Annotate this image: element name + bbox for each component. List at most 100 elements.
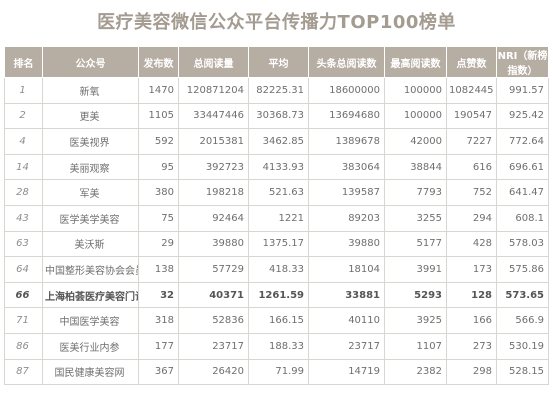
- table-header-row: 排名 公众号 发布数 总阅读量 平均 头条总阅读数 最高阅读数 点赞数 NRI（…: [4, 46, 549, 78]
- cell-rank: 14: [4, 153, 43, 181]
- cell-headline-reads: 139587: [308, 179, 385, 206]
- cell-posts: 592: [138, 128, 179, 155]
- cell-nri: 573.65: [496, 281, 549, 309]
- cell-headline-reads: 33881: [308, 281, 385, 309]
- table-row: 14 美丽观察 95 392723 4133.93 383064 38844 616 696.6…: [4, 153, 549, 181]
- cell-rank: 66: [4, 281, 43, 309]
- cell-average-reads: 3462.85: [248, 128, 309, 155]
- cell-account-name: 中国医学美容: [42, 307, 139, 334]
- cell-max-reads: 100000: [384, 77, 447, 104]
- column-header-rank: 排名: [4, 46, 43, 78]
- cell-posts: 177: [138, 332, 179, 360]
- cell-nri: 528.15: [496, 358, 549, 386]
- cell-rank: 87: [4, 358, 43, 386]
- cell-nri: 696.61: [496, 153, 549, 181]
- cell-posts: 95: [138, 153, 179, 181]
- table-row: 4 医美视界 592 2015381 3462.85 1389678 42000 7227 77…: [4, 128, 549, 155]
- cell-likes: 294: [446, 204, 497, 232]
- cell-account-name: 医美视界: [42, 128, 139, 155]
- cell-max-reads: 3991: [384, 256, 447, 283]
- cell-likes: 128: [446, 281, 497, 309]
- cell-account-name: 美丽观察: [42, 153, 139, 181]
- cell-posts: 367: [138, 358, 179, 386]
- cell-total-reads: 39880: [178, 230, 249, 258]
- cell-rank: 64: [4, 256, 43, 283]
- column-header-nri: NRI（新榜指数）: [496, 46, 549, 78]
- cell-posts: 29: [138, 230, 179, 258]
- cell-total-reads: 2015381: [178, 128, 249, 155]
- cell-average-reads: 4133.93: [248, 153, 309, 181]
- cell-likes: 428: [446, 230, 497, 258]
- table-row: 28 军美 380 198218 521.63 139587 7793 752 641.47: [4, 179, 549, 206]
- cell-max-reads: 1107: [384, 332, 447, 360]
- cell-rank: 43: [4, 204, 43, 232]
- table-row: 63 美沃斯 29 39880 1375.17 39880 5177 428 578.03: [4, 230, 549, 258]
- cell-headline-reads: 14719: [308, 358, 385, 386]
- cell-headline-reads: 383064: [308, 153, 385, 181]
- cell-total-reads: 92464: [178, 204, 249, 232]
- column-header-posts: 发布数: [138, 46, 179, 78]
- cell-headline-reads: 23717: [308, 332, 385, 360]
- cell-total-reads: 392723: [178, 153, 249, 181]
- cell-nri: 578.03: [496, 230, 549, 258]
- cell-max-reads: 5293: [384, 281, 447, 309]
- table-row: 2 更美 1105 33447446 30368.73 13694680 100000 190…: [4, 102, 549, 130]
- cell-average-reads: 30368.73: [248, 102, 309, 130]
- cell-account-name: 新氧: [42, 77, 139, 104]
- cell-likes: 616: [446, 153, 497, 181]
- cell-likes: 298: [446, 358, 497, 386]
- cell-rank: 1: [4, 77, 43, 104]
- cell-likes: 1082445: [446, 77, 497, 104]
- column-header-account: 公众号: [42, 46, 139, 78]
- cell-total-reads: 198218: [178, 179, 249, 206]
- cell-max-reads: 2382: [384, 358, 447, 386]
- cell-average-reads: 1375.17: [248, 230, 309, 258]
- cell-rank: 4: [4, 128, 43, 155]
- table-row: 64中国整形美容协会会员部13857729418.331810439911735…: [4, 256, 549, 283]
- cell-total-reads: 26420: [178, 358, 249, 386]
- cell-posts: 318: [138, 307, 179, 334]
- cell-total-reads: 40371: [178, 281, 249, 309]
- cell-likes: 752: [446, 179, 497, 206]
- table-row: 87 国民健康美容网 367 26420 71.99 14719 2382 298 528.15: [4, 358, 549, 386]
- table-row: 66上海柏荟医疗美容门诊部32403711261.593388152931285…: [4, 281, 549, 309]
- cell-nri: 608.1: [496, 204, 549, 232]
- cell-posts: 75: [138, 204, 179, 232]
- cell-total-reads: 120871204: [178, 77, 249, 104]
- cell-posts: 32: [138, 281, 179, 309]
- column-header-total-reads: 总阅读量: [178, 46, 249, 78]
- cell-account-name: 中国整形美容协会会员部: [42, 256, 139, 283]
- page-title: 医疗美容微信公众平台传播力TOP100榜单: [97, 12, 456, 33]
- cell-average-reads: 71.99: [248, 358, 309, 386]
- cell-posts: 1470: [138, 77, 179, 104]
- cell-total-reads: 57729: [178, 256, 249, 283]
- cell-account-name: 更美: [42, 102, 139, 130]
- cell-likes: 273: [446, 332, 497, 360]
- table-body: 1 新氧 1470 120871204 82225.31 18600000 100000 10…: [4, 77, 549, 386]
- cell-nri: 772.64: [496, 128, 549, 155]
- cell-likes: 173: [446, 256, 497, 283]
- cell-account-name: 美沃斯: [42, 230, 139, 258]
- cell-likes: 166: [446, 307, 497, 334]
- cell-posts: 1105: [138, 102, 179, 130]
- cell-total-reads: 23717: [178, 332, 249, 360]
- column-header-likes: 点赞数: [446, 46, 497, 78]
- table-row: 43 医学美学美容 75 92464 1221 89203 3255 294 608.1: [4, 204, 549, 232]
- cell-account-name: 上海柏荟医疗美容门诊部: [42, 281, 139, 309]
- ranking-table: 排名 公众号 发布数 总阅读量 平均 头条总阅读数 最高阅读数 点赞数 NRI（…: [4, 46, 549, 386]
- cell-account-name: 军美: [42, 179, 139, 206]
- cell-rank: 28: [4, 179, 43, 206]
- cell-average-reads: 188.33: [248, 332, 309, 360]
- cell-nri: 530.19: [496, 332, 549, 360]
- column-header-headline-reads: 头条总阅读数: [308, 46, 385, 78]
- column-header-max-reads: 最高阅读数: [384, 46, 447, 78]
- cell-nri: 925.42: [496, 102, 549, 130]
- cell-average-reads: 418.33: [248, 256, 309, 283]
- cell-max-reads: 38844: [384, 153, 447, 181]
- cell-rank: 86: [4, 332, 43, 360]
- cell-likes: 7227: [446, 128, 497, 155]
- cell-nri: 991.57: [496, 77, 549, 104]
- cell-rank: 71: [4, 307, 43, 334]
- cell-headline-reads: 39880: [308, 230, 385, 258]
- cell-headline-reads: 40110: [308, 307, 385, 334]
